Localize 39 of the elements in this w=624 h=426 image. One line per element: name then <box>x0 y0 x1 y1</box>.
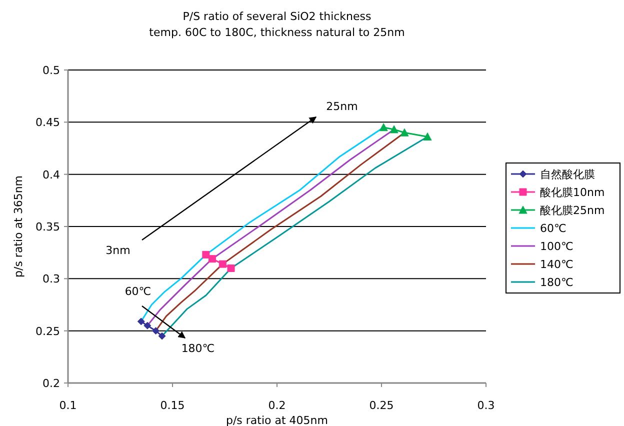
point <box>144 322 152 330</box>
point <box>137 318 145 326</box>
legend-label: 酸化膜10nm <box>540 186 605 199</box>
legend-label: 100℃ <box>540 240 574 253</box>
x-axis-title: p/s ratio at 405nm <box>226 414 328 426</box>
annotation: 180℃ <box>181 342 215 355</box>
x-tick-label: 0.25 <box>369 399 394 412</box>
point <box>218 260 226 268</box>
legend-label: 60℃ <box>540 222 566 235</box>
point <box>379 123 388 132</box>
y-axis-title: p/s ratio at 365nm <box>12 175 25 278</box>
point <box>208 255 216 263</box>
annotation: 3nm <box>106 244 130 257</box>
chart-title: P/S ratio of several SiO2 thickness <box>182 10 372 23</box>
point <box>390 125 398 134</box>
chart-subtitle: temp. 60C to 180C, thickness natural to 25nm <box>149 26 405 39</box>
annotation: 60℃ <box>124 285 152 298</box>
point <box>227 264 235 272</box>
point <box>400 128 409 136</box>
annotation: 25nm <box>326 100 358 113</box>
point <box>152 327 160 335</box>
x-tick-label: 0.15 <box>160 399 185 412</box>
x-tick-label: 0.3 <box>477 399 495 412</box>
legend-label: 140℃ <box>540 258 574 271</box>
x-tick-label: 0.2 <box>268 399 286 412</box>
point <box>158 332 166 340</box>
x-tick-label: 0.1 <box>59 399 77 412</box>
y-tick-label: 0.4 <box>42 168 60 182</box>
y-tick-label: 0.35 <box>36 220 60 234</box>
legend-label: 180℃ <box>540 276 574 289</box>
y-tick-label: 0.5 <box>42 64 60 77</box>
y-tick-label: 0.2 <box>42 377 60 390</box>
point <box>423 132 432 141</box>
point <box>202 250 210 258</box>
y-tick-label: 0.45 <box>36 116 60 130</box>
y-tick-label: 0.25 <box>36 324 60 338</box>
legend-label: 酸化膜25nm <box>540 204 605 217</box>
legend-label: 自然酸化膜 <box>540 168 595 181</box>
y-tick-label: 0.3 <box>42 272 60 286</box>
